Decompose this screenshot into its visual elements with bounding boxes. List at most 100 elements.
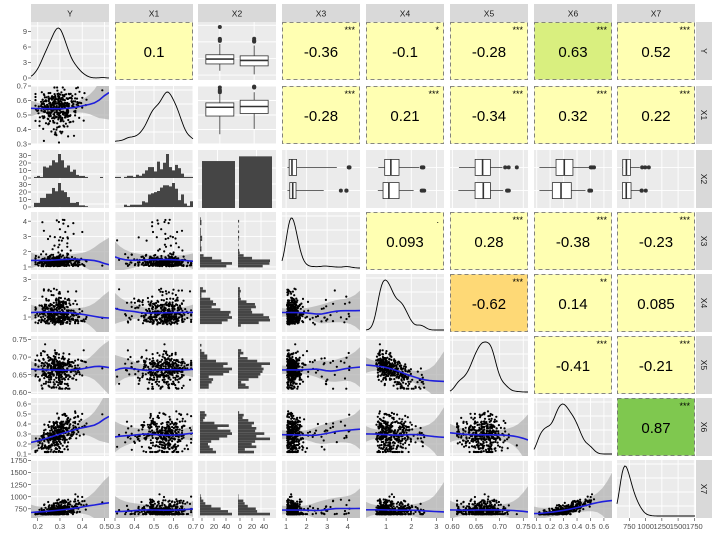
data-point <box>57 381 60 384</box>
correlation-cell: 0.28*** <box>450 212 528 270</box>
correlation-box <box>366 22 444 80</box>
data-point <box>34 306 37 309</box>
data-point <box>293 306 296 309</box>
data-point <box>402 381 405 384</box>
data-point <box>56 412 59 415</box>
data-point <box>52 316 55 319</box>
data-point <box>41 115 44 118</box>
data-point <box>333 289 336 292</box>
data-point <box>149 317 152 320</box>
data-point <box>287 364 290 367</box>
data-point <box>409 372 412 375</box>
histogram-bar <box>34 176 37 178</box>
data-point <box>52 381 55 384</box>
significance-stars: *** <box>512 89 523 99</box>
correlation-value: 0.28 <box>474 234 503 251</box>
data-point <box>175 299 178 302</box>
scatter-panel <box>31 336 109 394</box>
correlation-cell: -0.23*** <box>617 212 695 270</box>
histogram-bar <box>64 167 67 178</box>
data-point <box>138 300 141 303</box>
data-point <box>405 387 408 390</box>
data-point <box>286 355 289 358</box>
data-point <box>180 289 184 292</box>
data-point <box>325 380 328 383</box>
histogram-bar <box>82 175 85 178</box>
data-point <box>42 93 46 96</box>
data-point <box>63 95 66 98</box>
data-point <box>389 371 392 374</box>
histogram-bar <box>238 300 247 303</box>
data-point <box>173 304 176 307</box>
data-point <box>302 354 305 357</box>
scatter-panel <box>31 85 109 145</box>
boxplot-panel <box>198 22 276 80</box>
boxplot-box <box>205 102 235 117</box>
data-point <box>151 450 154 454</box>
histogram-bar <box>200 219 202 223</box>
data-point <box>141 261 144 265</box>
correlation-value: 0.085 <box>637 296 675 313</box>
data-point <box>151 385 154 388</box>
data-point <box>174 293 177 297</box>
data-point <box>128 263 131 266</box>
data-point <box>149 424 152 427</box>
data-point <box>74 299 77 302</box>
histogram-bar <box>118 176 121 178</box>
data-point <box>55 261 58 264</box>
data-point <box>345 387 348 390</box>
data-point <box>69 315 72 318</box>
data-point <box>137 382 140 385</box>
data-point <box>69 418 72 421</box>
data-point <box>323 316 326 319</box>
data-point <box>290 374 293 377</box>
data-point <box>290 352 293 355</box>
data-point <box>170 357 173 360</box>
data-point <box>301 380 305 383</box>
diagonal-panel <box>365 274 444 332</box>
data-point <box>58 296 61 299</box>
data-point <box>151 444 154 447</box>
data-point <box>67 384 70 387</box>
data-point <box>59 116 62 119</box>
histogram-bar <box>200 243 201 247</box>
data-point <box>66 242 69 245</box>
data-point <box>59 303 62 306</box>
data-point <box>63 448 66 451</box>
data-point <box>55 111 58 114</box>
data-point <box>168 305 171 308</box>
data-point <box>190 364 193 367</box>
data-point <box>388 364 391 367</box>
data-point <box>298 378 301 381</box>
significance-stars: *** <box>596 89 607 99</box>
data-point <box>320 320 323 323</box>
data-point <box>161 431 164 434</box>
histogram-bar <box>133 176 136 178</box>
data-point <box>151 382 154 386</box>
data-point <box>61 130 64 133</box>
histogram-bar <box>58 183 61 207</box>
data-point <box>63 362 67 365</box>
data-point <box>384 377 387 380</box>
data-point <box>171 236 174 239</box>
histogram-bar <box>238 254 244 257</box>
data-point <box>288 370 291 373</box>
data-point <box>154 373 157 376</box>
data-point <box>171 309 174 312</box>
data-point <box>65 383 68 386</box>
histogram-bar <box>200 343 202 347</box>
histogram-bar <box>238 305 256 309</box>
histogram-bar <box>238 262 270 265</box>
histogram-bar <box>166 185 169 207</box>
data-point <box>126 436 129 439</box>
data-point <box>40 364 43 367</box>
data-point <box>288 355 291 358</box>
data-point <box>60 91 63 94</box>
data-point <box>43 261 47 264</box>
data-point <box>149 301 152 304</box>
data-point <box>68 96 71 100</box>
data-point <box>406 377 409 380</box>
data-point <box>298 315 301 318</box>
data-point <box>53 86 56 89</box>
data-point <box>53 260 56 263</box>
